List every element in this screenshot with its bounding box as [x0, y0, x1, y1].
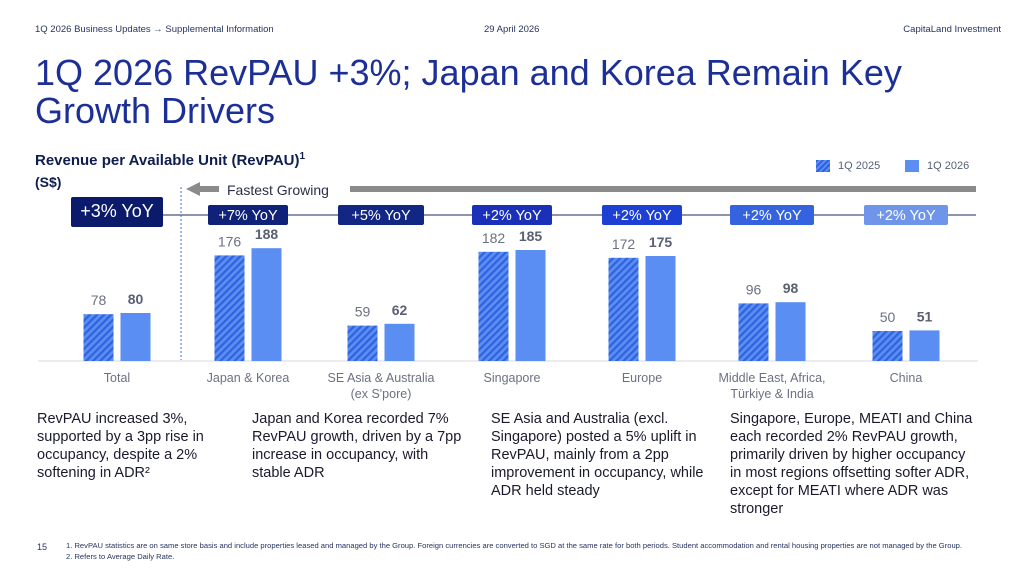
page-title: 1Q 2026 RevPAU +3%; Japan and Korea Rema… — [35, 52, 902, 131]
legend-swatch-hatched — [816, 160, 830, 172]
data-label-1q2026: 185 — [519, 228, 543, 244]
data-label-1q2025: 78 — [91, 292, 107, 308]
yoy-badge — [71, 197, 163, 227]
data-label-1q2025: 172 — [612, 236, 636, 252]
yoy-badge — [864, 205, 948, 225]
yoy-badge-label: +2% YoY — [482, 208, 542, 224]
data-label-1q2026: 51 — [917, 308, 933, 324]
bar-1q2026 — [515, 250, 546, 361]
footnote-1: 1. RevPAU statistics are on same store b… — [66, 541, 963, 550]
breadcrumb: 1Q 2026 Business Updates → Supplemental … — [35, 24, 274, 35]
bar-1q2026 — [120, 313, 151, 361]
data-label-1q2025: 59 — [355, 304, 371, 320]
fastest-arrow-bar — [350, 186, 976, 192]
category-label: Total — [104, 371, 130, 385]
yoy-badge — [208, 205, 288, 225]
legend-item-2026: 1Q 2026 — [905, 160, 969, 172]
data-label-1q2025: 182 — [482, 230, 506, 246]
slide-date: 29 April 2026 — [484, 24, 540, 35]
data-label-1q2025: 96 — [746, 281, 762, 297]
yoy-badge-label: +2% YoY — [742, 208, 802, 224]
bar-1q2026 — [384, 323, 415, 361]
footnotes: 1. RevPAU statistics are on same store b… — [66, 540, 962, 562]
bar-1q2025 — [872, 331, 903, 361]
yoy-badge-label: +3% YoY — [80, 201, 154, 221]
category-label: SE Asia & Australia — [327, 371, 434, 385]
bar-1q2026 — [251, 248, 282, 361]
category-label: (ex S'pore) — [351, 387, 412, 401]
data-label-1q2026: 80 — [128, 291, 144, 307]
yoy-badge — [338, 205, 424, 225]
bar-1q2026 — [775, 302, 806, 361]
caption-se-asia: SE Asia and Australia (excl. Singapore) … — [491, 411, 704, 499]
footnote-2: 2. Refers to Average Daily Rate. — [66, 552, 175, 561]
data-label-1q2026: 175 — [649, 234, 673, 250]
company-name: CapitaLand Investment — [903, 24, 1001, 35]
page-number: 15 — [37, 542, 48, 552]
bar-1q2025 — [608, 257, 639, 361]
bar-1q2025 — [83, 314, 114, 361]
caption-japan-korea: Japan and Korea recorded 7% RevPAU growt… — [252, 411, 462, 481]
caption-total: RevPAU increased 3%, supported by a 3pp … — [37, 411, 204, 481]
category-label: Japan & Korea — [207, 371, 290, 385]
bar-1q2026 — [645, 256, 676, 361]
chart-title: Revenue per Available Unit (RevPAU)1 — [35, 151, 306, 169]
bar-1q2025 — [347, 325, 378, 361]
category-label: Türkiye & India — [730, 387, 813, 401]
data-label-1q2026: 62 — [392, 302, 408, 318]
category-label: Middle East, Africa, — [719, 371, 826, 385]
yoy-badge-label: +5% YoY — [351, 208, 411, 224]
data-label-1q2025: 50 — [880, 309, 896, 325]
legend-label: 1Q 2025 — [838, 160, 881, 172]
caption-others: Singapore, Europe, MEATI and China each … — [730, 411, 973, 517]
category-label: China — [890, 371, 923, 385]
legend-swatch-solid — [905, 160, 919, 172]
fastest-growing-label: Fastest Growing — [227, 182, 329, 198]
yoy-badge-label: +7% YoY — [218, 208, 278, 224]
yoy-badge — [472, 205, 552, 225]
legend-item-2025: 1Q 2025 — [816, 160, 880, 172]
fastest-arrow-stem — [199, 186, 219, 192]
data-label-1q2025: 176 — [218, 233, 242, 249]
chart-unit: (S$) — [35, 174, 62, 190]
data-label-1q2026: 188 — [255, 226, 279, 242]
legend-label: 1Q 2026 — [927, 160, 970, 172]
yoy-badge — [602, 205, 682, 225]
yoy-badge-label: +2% YoY — [612, 208, 672, 224]
category-label: Europe — [622, 371, 662, 385]
bar-1q2026 — [909, 330, 940, 361]
bar-1q2025 — [214, 255, 245, 361]
fastest-arrow-head — [186, 182, 200, 196]
category-label: Singapore — [484, 371, 541, 385]
bar-1q2025 — [738, 303, 769, 361]
bar-1q2025 — [478, 251, 509, 361]
yoy-badge-label: +2% YoY — [876, 208, 936, 224]
data-label-1q2026: 98 — [783, 280, 799, 296]
yoy-badge — [730, 205, 814, 225]
